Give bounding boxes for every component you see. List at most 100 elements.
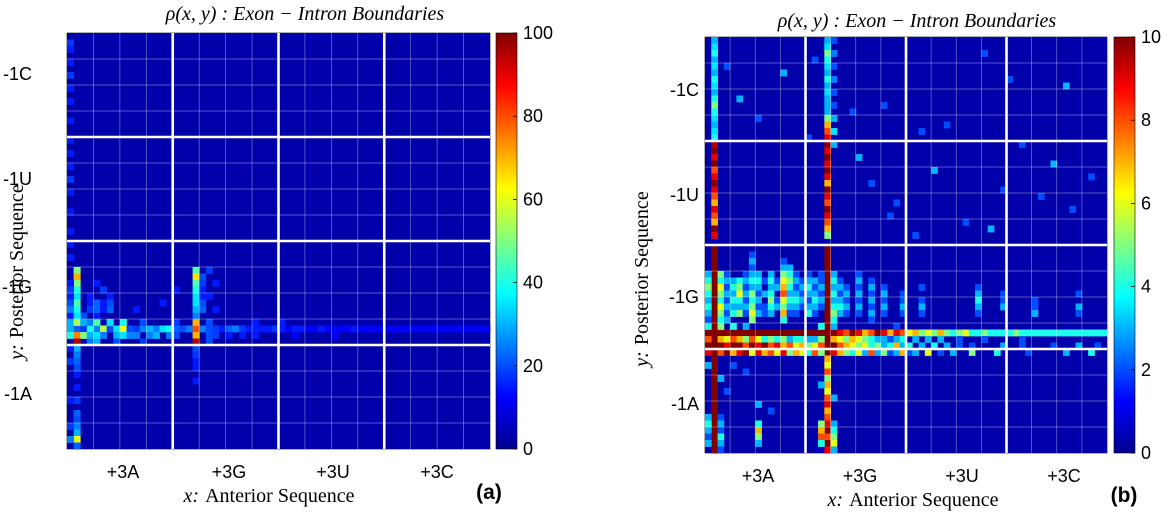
heatmap-cell <box>717 446 725 454</box>
heatmap-cell <box>818 342 825 350</box>
panel-b-xtick-g: +3G <box>843 466 878 486</box>
heatmap-cell <box>956 342 963 350</box>
heatmap-cell <box>1050 160 1058 168</box>
heatmap-cell <box>824 414 832 421</box>
panel-b-xlabel-var: x: <box>827 489 844 511</box>
heatmap-cell <box>67 189 75 196</box>
heatmap-cell <box>67 176 75 183</box>
heatmap-cell <box>824 108 832 116</box>
heatmap-cell <box>711 173 718 181</box>
heatmap-cell <box>736 329 744 337</box>
heatmap-cell <box>192 299 200 307</box>
heatmap-cell <box>166 325 174 333</box>
heatmap-cell <box>1006 76 1014 83</box>
heatmap-cell <box>843 342 850 350</box>
heatmap-cell <box>711 381 718 389</box>
heatmap-cell <box>73 280 81 287</box>
heatmap-cell <box>351 325 359 333</box>
heatmap-cell <box>824 225 832 233</box>
heatmap-cell <box>843 329 850 337</box>
heatmap-cell <box>774 284 781 291</box>
heatmap-cell <box>799 329 806 337</box>
heatmap-cell <box>830 349 838 356</box>
heatmap-cell <box>205 338 213 346</box>
heatmap-cell <box>774 277 781 285</box>
heatmap-cell <box>711 433 718 441</box>
panel-a-title: ρ(x, y) : Exon − Intron Boundaries <box>165 3 445 25</box>
heatmap-cell <box>767 349 775 356</box>
heatmap-cell <box>199 306 207 313</box>
heatmap-cell <box>792 284 800 291</box>
heatmap-cell <box>705 414 712 421</box>
heatmap-cell <box>742 310 750 317</box>
heatmap-cell <box>830 440 838 447</box>
heatmap-cell <box>73 416 81 424</box>
panel-b-ytick-c: -1C <box>670 80 699 100</box>
heatmap-cell <box>918 342 926 350</box>
heatmap-cell <box>836 329 844 337</box>
panel-a-xlabel-text: Anterior Sequence <box>205 485 355 507</box>
heatmap-cell <box>975 297 982 304</box>
heatmap-cell <box>723 297 731 304</box>
heatmap-cell <box>337 325 345 333</box>
heatmap-cell <box>397 325 405 333</box>
heatmap-cell <box>993 329 1001 337</box>
heatmap-cell <box>792 342 800 350</box>
heatmap-cell <box>899 297 907 304</box>
colorbar-tick-label: 80 <box>523 106 543 126</box>
heatmap-cell <box>86 293 94 300</box>
heatmap-cell <box>836 349 844 356</box>
heatmap-cell <box>717 284 725 291</box>
heatmap-cell <box>981 336 989 343</box>
heatmap-cell <box>805 284 813 291</box>
heatmap-cell <box>711 297 718 304</box>
heatmap-cell <box>723 316 731 324</box>
heatmap-cell <box>855 271 863 278</box>
heatmap-cell <box>824 381 832 389</box>
heatmap-cell <box>736 284 744 291</box>
heatmap-cell <box>705 284 712 291</box>
heatmap-cell <box>723 284 731 291</box>
heatmap-cell <box>981 329 989 337</box>
heatmap-cell <box>67 59 75 66</box>
heatmap-cell <box>291 325 299 333</box>
heatmap-cell <box>73 312 81 320</box>
heatmap-cell <box>711 414 718 421</box>
heatmap-cell <box>849 349 857 356</box>
heatmap-cell <box>824 368 832 376</box>
heatmap-cell <box>830 329 838 337</box>
heatmap-cell <box>893 336 901 343</box>
heatmap-cell <box>106 299 114 307</box>
heatmap-cell <box>811 310 819 317</box>
heatmap-cell <box>717 277 725 285</box>
heatmap-cell <box>199 325 207 333</box>
heatmap-cell <box>172 332 180 339</box>
heatmap-cell <box>987 329 995 337</box>
heatmap-cell <box>205 293 213 300</box>
heatmap-cell <box>780 258 788 265</box>
heatmap-cell <box>119 319 127 326</box>
heatmap-cell <box>1050 342 1058 350</box>
heatmap-cell <box>805 134 813 142</box>
heatmap-cell <box>943 121 951 129</box>
heatmap-cell <box>1069 206 1076 213</box>
heatmap-cell <box>818 297 825 304</box>
colorbar-tick-label: 6 <box>1141 193 1151 213</box>
heatmap-cell <box>1075 342 1083 350</box>
heatmap-cell <box>67 397 75 404</box>
heatmap-cell <box>824 394 832 402</box>
heatmap-cell <box>824 342 832 350</box>
heatmap-cell <box>805 342 813 350</box>
heatmap-cell <box>390 325 398 333</box>
heatmap-cell <box>761 277 769 285</box>
heatmap-cell <box>755 401 762 408</box>
heatmap-cell <box>755 290 762 298</box>
heatmap-cell <box>761 290 769 298</box>
panel-a-ylabel: y: Posterior Sequence <box>6 184 28 362</box>
heatmap-cell <box>717 316 725 324</box>
heatmap-cell <box>755 303 762 311</box>
heatmap-cell <box>918 303 926 311</box>
heatmap-cell <box>717 433 725 441</box>
heatmap-cell <box>786 329 794 337</box>
heatmap-cell <box>711 446 718 454</box>
